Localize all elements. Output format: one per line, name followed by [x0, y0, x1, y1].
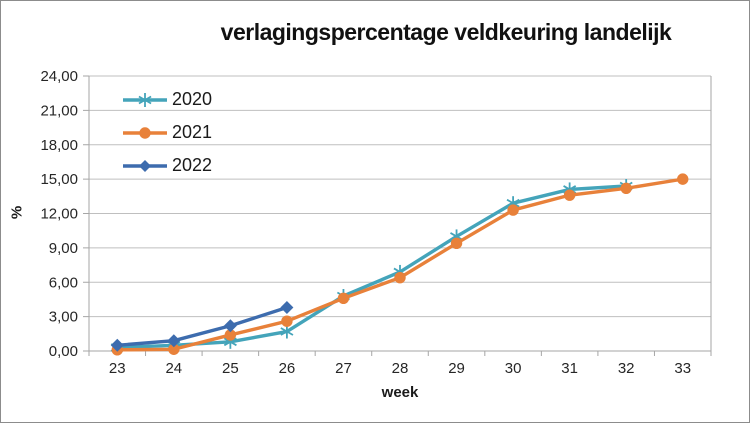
x-tick-label: 27	[335, 360, 352, 377]
series-marker-2021	[337, 292, 350, 304]
legend-marker	[139, 159, 151, 172]
x-tick-label: 24	[165, 360, 182, 377]
y-tick-label: 18,00	[40, 137, 78, 154]
series-marker-2020	[280, 327, 294, 336]
series-line-2022	[115, 305, 289, 347]
series-marker-2021	[281, 315, 293, 327]
x-tick-label: 26	[279, 360, 296, 377]
series-line-2021	[115, 177, 685, 352]
legend-marker	[139, 126, 151, 139]
series-line-2020	[115, 184, 628, 350]
y-tick-label: 12,00	[40, 206, 78, 223]
chart-title: verlagingspercentage veldkeuring landeli…	[220, 19, 672, 45]
x-tick-label: 29	[448, 360, 465, 377]
series-marker-2022	[110, 338, 124, 352]
legend-item-2022: 2022	[121, 149, 212, 182]
series-marker-2020	[450, 232, 464, 241]
series-marker-2021	[394, 271, 406, 284]
x-tick-label: 25	[222, 360, 239, 377]
x-tick-label: 28	[392, 360, 409, 377]
legend-marker-star-icon	[123, 92, 167, 107]
y-tick-label: 24,00	[40, 68, 78, 85]
legend-label: 2020	[172, 89, 213, 109]
series-marker-2021	[563, 189, 576, 201]
series-marker-2021	[507, 204, 519, 216]
y-tick-label: 15,00	[40, 171, 78, 188]
x-tick-label: 23	[109, 360, 126, 377]
chart-legend: 2020 2021 2022	[121, 83, 212, 182]
x-tick-label: 30	[505, 360, 522, 377]
series-marker-2021	[168, 343, 180, 355]
y-tick-label: 6,00	[49, 274, 78, 291]
x-tick-label: 33	[674, 360, 691, 377]
legend-item-2020: 2020	[121, 83, 212, 116]
legend-label: 2021	[172, 122, 213, 142]
legend-marker-diamond-icon	[123, 159, 167, 172]
legend-marker-circle-icon	[123, 126, 167, 139]
x-axis-title: week	[381, 384, 419, 401]
series-marker-2021	[620, 182, 632, 194]
series-marker-2022	[280, 300, 294, 314]
y-tick-label: 21,00	[40, 102, 78, 119]
series-marker-2021	[677, 173, 689, 185]
series-marker-2020	[506, 198, 520, 208]
legend-marker	[138, 95, 152, 104]
x-tick-label: 31	[561, 360, 578, 377]
legend-item-2021: 2021	[121, 116, 212, 149]
series-marker-2021	[450, 237, 463, 249]
legend-label: 2022	[172, 155, 213, 175]
series-marker-2022	[223, 319, 237, 333]
x-tick-label: 32	[618, 360, 635, 377]
series-marker-2022	[167, 334, 181, 348]
series-marker-2020	[223, 337, 237, 347]
y-tick-label: 9,00	[49, 240, 78, 257]
y-tick-label: 0,00	[49, 343, 78, 360]
series-marker-2021	[224, 329, 237, 341]
y-tick-label: 3,00	[49, 309, 78, 326]
